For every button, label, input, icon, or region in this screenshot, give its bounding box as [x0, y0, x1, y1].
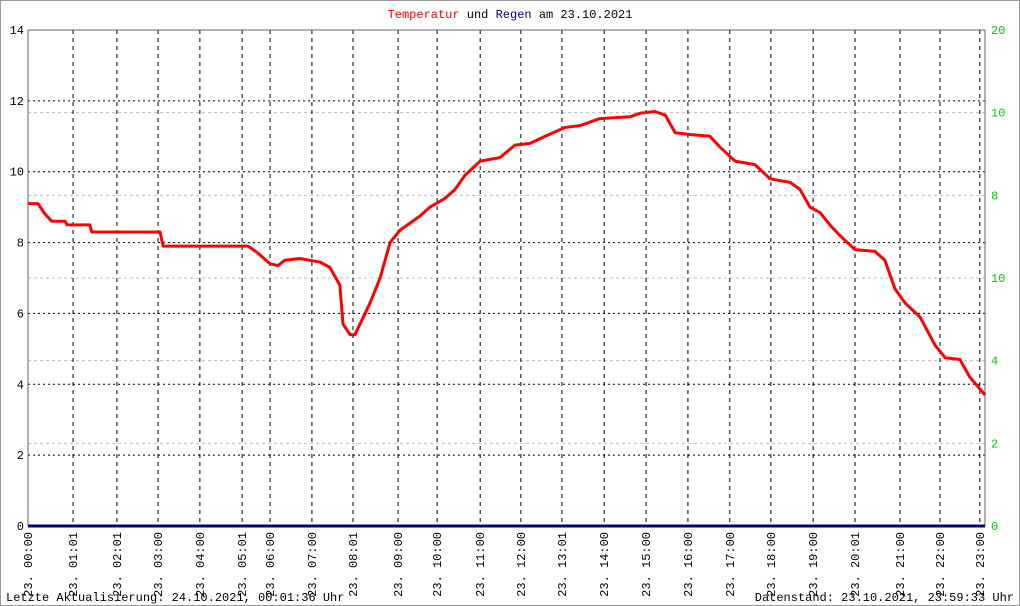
y2-tick-label: 0	[991, 520, 998, 534]
y-tick-label: 8	[17, 237, 24, 251]
x-tick-label: 23. 04:00	[194, 532, 208, 597]
footer-left: Letzte Aktualisierung: 24.10.2021, 00:01…	[6, 591, 344, 605]
x-tick-label: 23. 21:00	[894, 532, 908, 597]
x-tick-label: 23. 01:01	[67, 532, 81, 597]
y2-tick-label: 10	[991, 272, 1005, 286]
title-rain: Regen	[496, 8, 532, 22]
x-tick-label: 23. 07:00	[306, 532, 320, 597]
x-tick-label: 23. 16:00	[682, 532, 696, 597]
x-tick-label: 23. 23:00	[974, 532, 988, 597]
x-tick-label: 23. 14:00	[598, 532, 612, 597]
x-tick-label: 23. 06:00	[264, 532, 278, 597]
x-tick-label: 23. 19:00	[807, 532, 821, 597]
y-tick-label: 4	[17, 378, 24, 392]
y2-tick-label: 2	[991, 437, 998, 451]
x-tick-label: 23. 17:00	[724, 532, 738, 597]
x-tick-label: 23. 05:01	[236, 532, 250, 597]
y2-tick-label: 4	[991, 355, 998, 369]
series-line	[28, 109, 987, 396]
y2-tick-label: 10	[991, 107, 1005, 121]
y-tick-label: 12	[10, 95, 24, 109]
x-tick-label: 23. 09:00	[392, 532, 406, 597]
x-tick-label: 23. 00:00	[22, 532, 36, 597]
chart-title: Temperatur und Regen am 23.10.2021	[388, 8, 633, 22]
x-tick-label: 23. 13:01	[556, 532, 570, 597]
y-tick-label: 6	[17, 307, 24, 321]
x-tick-label: 23. 02:01	[111, 532, 125, 597]
footer-right: Datenstand: 23.10.2021, 23:59:33 Uhr	[755, 591, 1014, 605]
x-tick-label: 23. 08:01	[347, 532, 361, 597]
x-tick-label: 23. 10:00	[431, 532, 445, 597]
y2-tick-label: 20	[991, 24, 1005, 38]
x-tick-label: 23. 11:00	[474, 532, 488, 597]
title-join: und	[467, 8, 489, 22]
y-tick-label: 14	[10, 24, 24, 38]
title-date: am 23.10.2021	[539, 8, 633, 22]
title-temp: Temperatur	[388, 8, 460, 22]
y-tick-label: 10	[10, 166, 24, 180]
x-tick-label: 23. 18:00	[765, 532, 779, 597]
y-tick-label: 2	[17, 449, 24, 463]
x-tick-label: 23. 12:00	[515, 532, 529, 597]
y-tick-label: 0	[17, 520, 24, 534]
x-tick-label: 23. 20:01	[849, 532, 863, 597]
x-tick-label: 23. 15:00	[640, 532, 654, 597]
x-tick-label: 23. 03:00	[152, 532, 166, 597]
x-tick-label: 23. 22:00	[934, 532, 948, 597]
y2-tick-label: 8	[991, 189, 998, 203]
